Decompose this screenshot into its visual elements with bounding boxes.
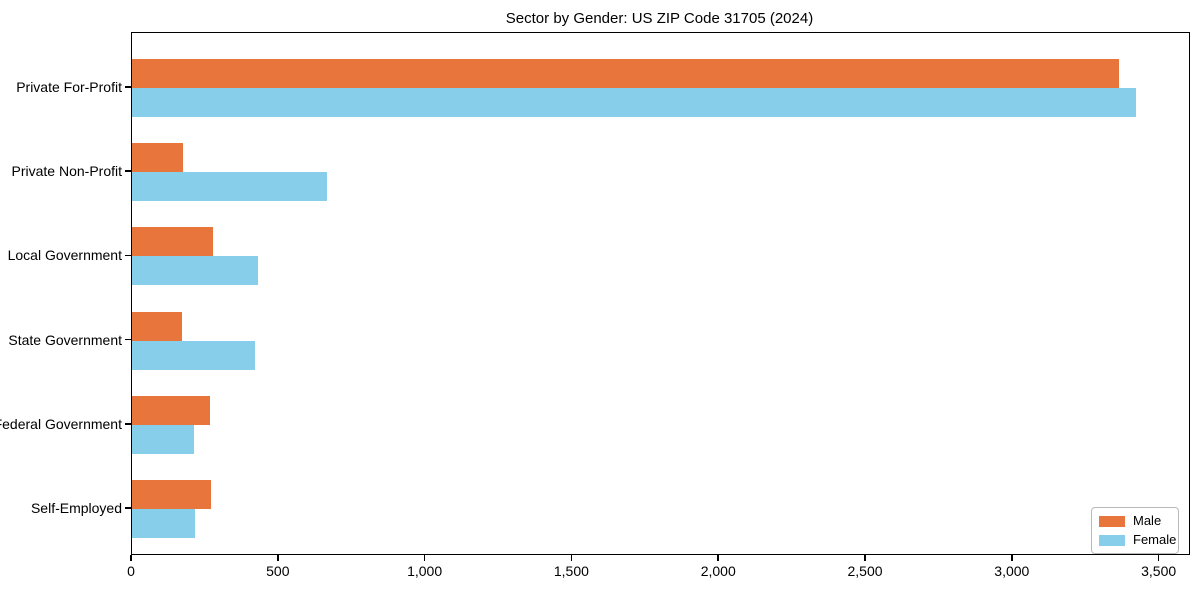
plot-area	[131, 32, 1190, 555]
y-tick-label: Self-Employed	[30, 500, 122, 516]
y-tick	[125, 507, 131, 509]
male-bar-5	[132, 480, 212, 509]
x-tick	[423, 554, 426, 561]
y-tick-label: Local Government	[7, 247, 122, 264]
x-tick	[1011, 554, 1013, 561]
x-tick-label: 1,000	[407, 563, 443, 579]
x-tick	[1157, 554, 1160, 561]
y-tick	[125, 338, 131, 341]
y-tick	[125, 423, 131, 425]
male-bar-1	[132, 143, 184, 173]
x-tick-label: 3,500	[1141, 563, 1177, 579]
x-tick-label: 500	[266, 563, 290, 579]
x-tick-label: 1,500	[553, 563, 589, 579]
x-tick	[717, 554, 719, 561]
y-tick	[125, 86, 131, 88]
female-bar-0	[132, 88, 1137, 117]
y-tick-label: State Government	[8, 331, 122, 348]
x-tick-label: 2,500	[847, 563, 883, 579]
female-bar-3	[132, 340, 256, 370]
y-tick-label: Private For-Profit	[16, 79, 122, 95]
female-bar-5	[132, 509, 196, 538]
male-bar-2	[132, 227, 213, 257]
x-tick	[277, 554, 279, 561]
y-tick	[125, 254, 131, 257]
x-tick	[864, 554, 866, 561]
x-tick-label: 2,000	[700, 563, 736, 579]
female-bar-4	[132, 424, 194, 454]
female-bar-1	[132, 172, 328, 202]
male-bar-0	[132, 59, 1119, 88]
female-color-swatch	[1099, 534, 1125, 546]
male-bar-3	[132, 311, 182, 341]
x-tick	[130, 554, 132, 561]
x-tick-label: 3,000	[994, 563, 1030, 579]
legend-entry-male: Male	[1099, 514, 1171, 528]
y-tick-label: Private Non-Profit	[11, 163, 122, 180]
legend-label-female: Female	[1133, 532, 1177, 547]
x-tick	[570, 554, 573, 561]
legend-label-male: Male	[1133, 513, 1162, 528]
legend-entry-female: Female	[1099, 533, 1176, 547]
male-color-swatch	[1099, 515, 1125, 527]
male-bar-4	[132, 395, 210, 425]
legend: Male Female	[1091, 507, 1179, 554]
female-bar-2	[132, 256, 259, 286]
y-tick-label: Federal Government	[0, 415, 122, 432]
x-tick-label: 0	[127, 563, 135, 579]
y-tick	[125, 170, 131, 172]
chart-title: Sector by Gender: US ZIP Code 31705 (202…	[505, 10, 814, 27]
